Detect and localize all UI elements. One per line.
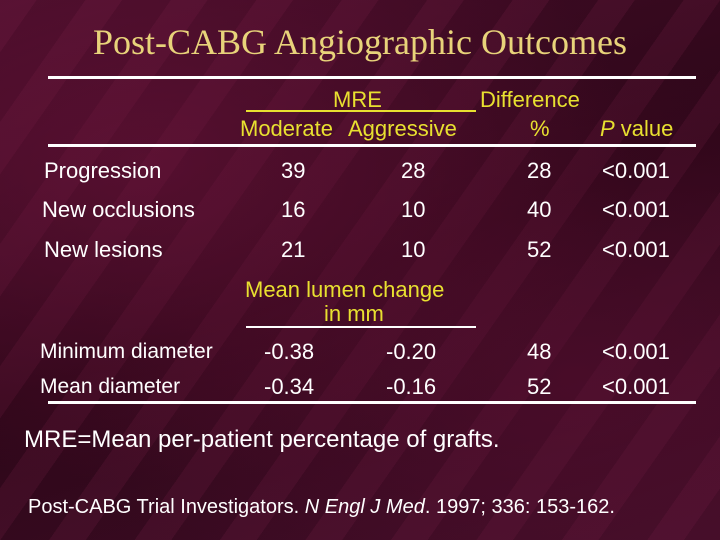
lumen-row-aggressive: -0.16 [386, 374, 437, 399]
row-label: New lesions [44, 237, 163, 262]
bottom-rule [48, 401, 696, 404]
row-difference: 52 [527, 237, 552, 262]
citation: Post-CABG Trial Investigators. N Engl J … [28, 497, 615, 517]
p-value-word: value [614, 116, 674, 141]
lumen-header-line1: Mean lumen change [245, 277, 445, 302]
mre-underline [246, 110, 476, 112]
top-rule [48, 76, 696, 79]
row-moderate: 21 [281, 237, 306, 262]
row-p: <0.001 [602, 197, 670, 222]
header-difference: Difference [480, 87, 580, 112]
slide-title: Post-CABG Angiographic Outcomes [93, 22, 627, 62]
row-moderate: 39 [281, 158, 306, 183]
lumen-row-moderate: -0.34 [264, 374, 315, 399]
lumen-row-difference: 52 [527, 374, 552, 399]
row-aggressive: 10 [401, 197, 426, 222]
citation-details: . 1997; 336: 153-162. [424, 496, 615, 518]
lumen-underline [246, 326, 476, 328]
lumen-row-p: <0.001 [602, 374, 670, 399]
row-difference: 28 [527, 158, 552, 183]
lumen-row-aggressive: -0.20 [386, 339, 437, 364]
row-label: Progression [44, 158, 162, 183]
citation-journal: N Engl J Med [304, 496, 425, 518]
header-p-value: P value [600, 118, 673, 140]
p-letter: P [600, 116, 615, 141]
row-difference: 40 [527, 197, 552, 222]
lumen-header-line2: in mm [324, 301, 384, 326]
header-rule [48, 144, 696, 147]
lumen-row-label: Mean diameter [40, 375, 181, 398]
row-moderate: 16 [281, 197, 306, 222]
lumen-row-difference: 48 [527, 339, 552, 364]
footnote: MRE=Mean per-patient percentage of graft… [24, 426, 500, 453]
header-moderate: Moderate [240, 116, 333, 141]
row-label: New occlusions [42, 197, 195, 222]
citation-authors: Post-CABG Trial Investigators. [28, 496, 305, 518]
header-percent: % [530, 116, 550, 141]
lumen-row-label: Minimum diameter [40, 340, 213, 363]
lumen-row-moderate: -0.38 [264, 339, 315, 364]
row-aggressive: 10 [401, 237, 426, 262]
lumen-row-p: <0.001 [602, 339, 670, 364]
row-aggressive: 28 [401, 158, 426, 183]
row-p: <0.001 [602, 158, 670, 183]
row-p: <0.001 [602, 237, 670, 262]
header-mre: MRE [333, 87, 382, 112]
header-aggressive: Aggressive [348, 116, 457, 141]
